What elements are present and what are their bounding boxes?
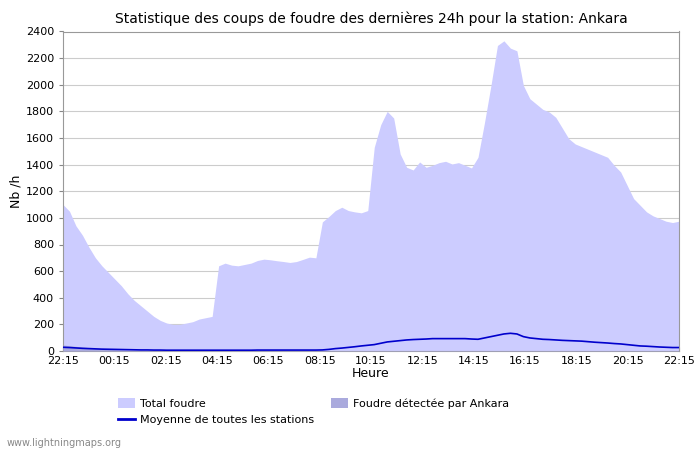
Text: www.lightningmaps.org: www.lightningmaps.org xyxy=(7,438,122,448)
X-axis label: Heure: Heure xyxy=(352,367,390,380)
Y-axis label: Nb /h: Nb /h xyxy=(10,175,23,208)
Legend: Total foudre, Moyenne de toutes les stations, Foudre détectée par Ankara: Total foudre, Moyenne de toutes les stat… xyxy=(118,398,509,425)
Title: Statistique des coups de foudre des dernières 24h pour la station: Ankara: Statistique des coups de foudre des dern… xyxy=(115,12,627,26)
